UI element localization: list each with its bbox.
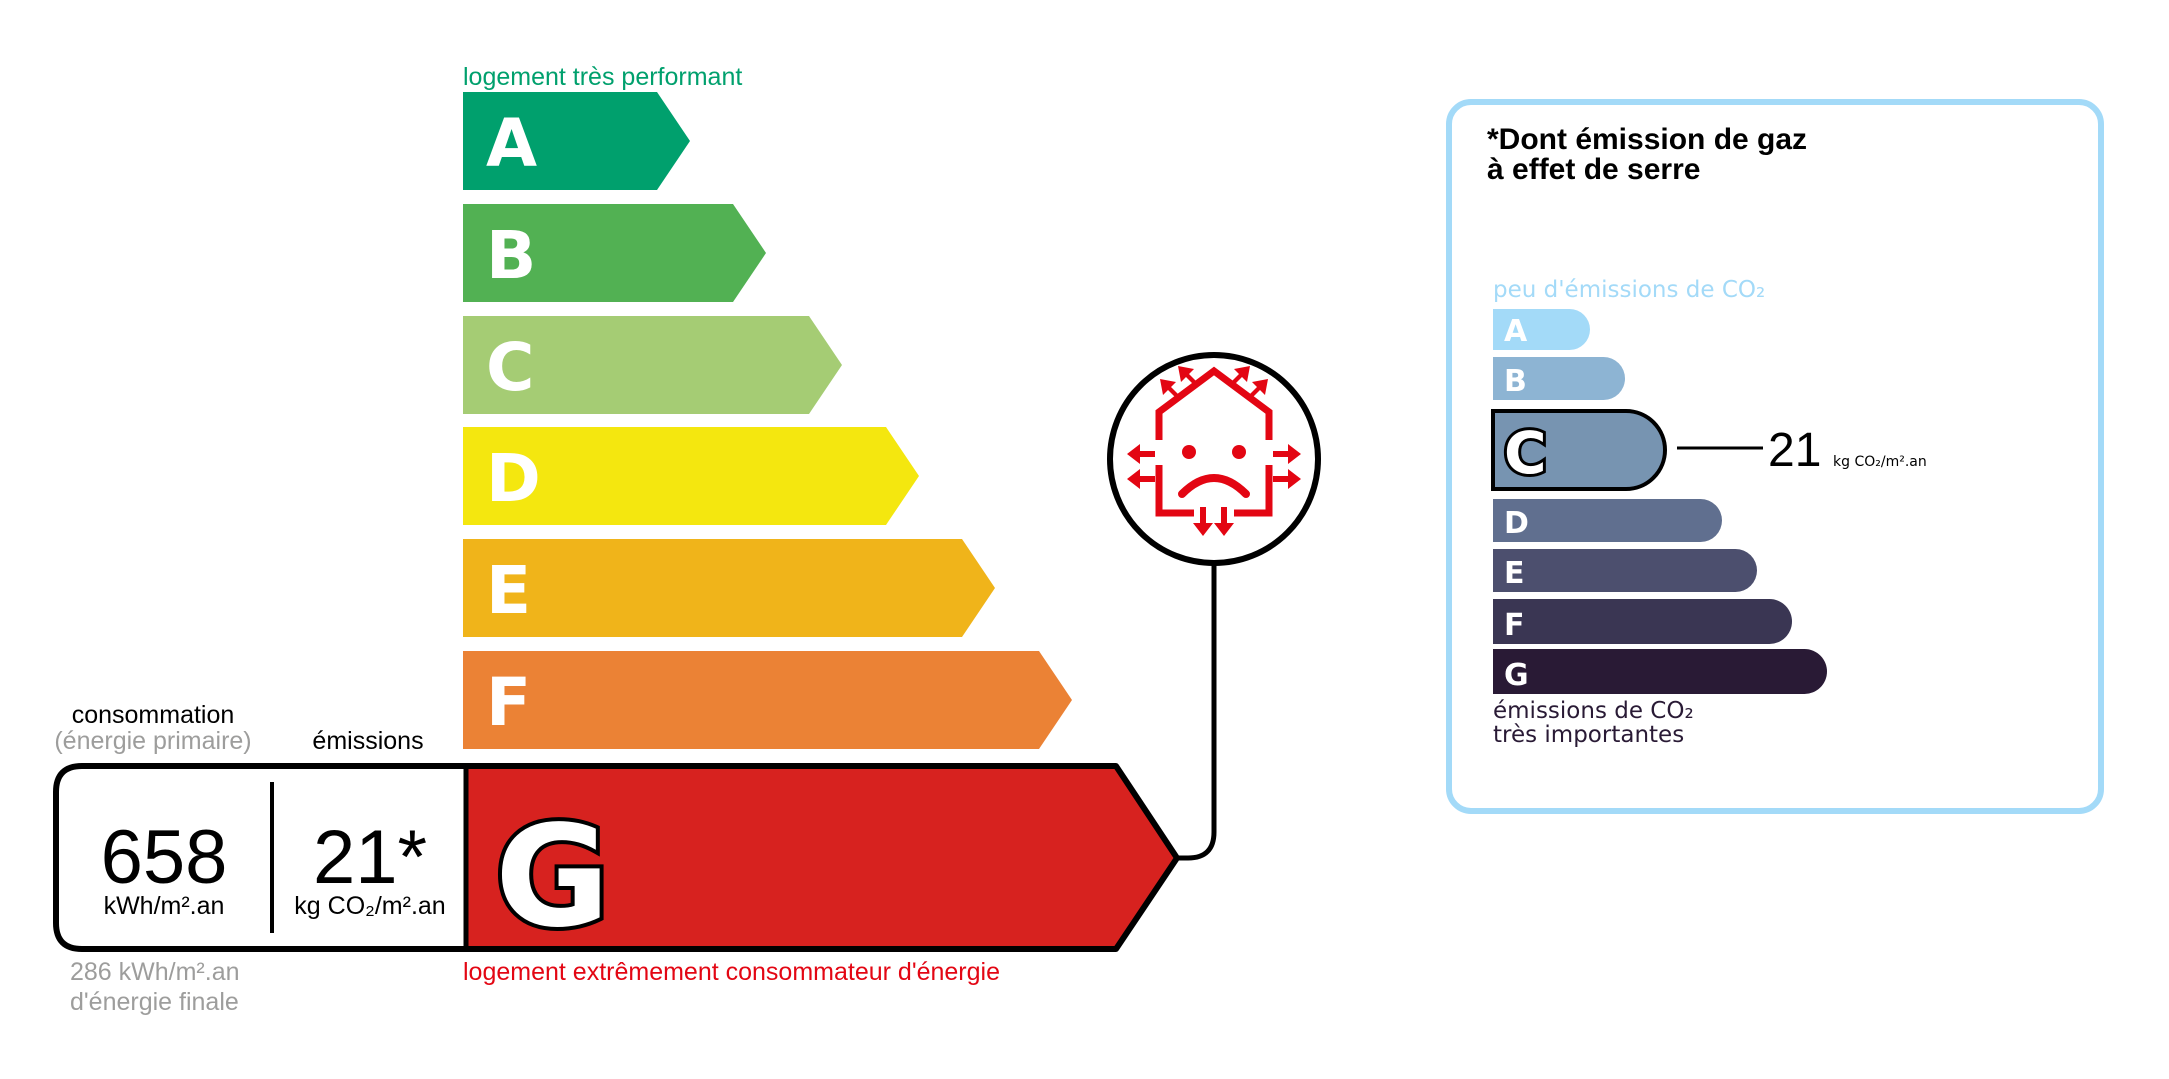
energy-current-letter: G xyxy=(495,796,610,959)
energy-class-a-bar xyxy=(463,92,690,190)
ges-class-letter: G xyxy=(1504,658,1529,693)
final-energy-label: d'énergie finale xyxy=(70,988,239,1016)
ges-bottom-label-line2: très importantes xyxy=(1493,722,1684,748)
emissions-value: 21* xyxy=(313,815,427,900)
energy-class-f-bar xyxy=(463,651,1072,749)
ges-class-letter: D xyxy=(1504,506,1529,541)
energy-class-c-bar xyxy=(463,316,842,414)
icon-connector xyxy=(1177,565,1217,861)
emissions-label: émissions xyxy=(312,727,423,755)
energy-bottom-label: logement extrêmement consommateur d'éner… xyxy=(463,958,1000,986)
ges-class-letter: F xyxy=(1504,608,1525,643)
energy-class-b-bar xyxy=(463,204,766,302)
ges-title-line2: à effet de serre xyxy=(1487,153,1700,186)
consumption-value: 658 xyxy=(101,815,228,900)
house-heat-loss-sad-icon xyxy=(1107,352,1321,566)
ges-class-letter: A xyxy=(1504,314,1528,349)
ges-class-c-bar xyxy=(1491,409,1667,491)
ges-class-a-bar xyxy=(1493,309,1590,350)
emissions-unit: kg CO₂/m².an xyxy=(294,892,445,920)
consumption-unit: kWh/m².an xyxy=(104,892,225,920)
ges-class-e-bar xyxy=(1493,549,1757,592)
energy-class-letter: E xyxy=(486,552,531,629)
ges-value: 21 xyxy=(1768,424,1821,477)
energy-class-letter: F xyxy=(486,664,531,741)
energy-class-g-bar xyxy=(466,766,1177,949)
energy-top-label: logement très performant xyxy=(463,63,742,91)
final-energy-value: 286 kWh/m².an xyxy=(70,958,240,986)
ges-class-letter: B xyxy=(1504,364,1527,399)
ges-class-letter: C xyxy=(1504,419,1547,487)
ges-class-f-bar xyxy=(1493,599,1793,644)
current-class-outline xyxy=(53,763,1180,952)
ges-class-b-bar xyxy=(1493,357,1625,400)
ges-class-d-bar xyxy=(1493,499,1722,542)
ges-unit: kg CO₂/m².an xyxy=(1833,454,1927,470)
ges-top-label: peu d'émissions de CO₂ xyxy=(1493,277,1765,303)
ges-bottom-label-line1: émissions de CO₂ xyxy=(1493,698,1694,724)
ges-title-line1: *Dont émission de gaz xyxy=(1487,123,1807,156)
energy-class-letter: A xyxy=(486,105,537,182)
energy-class-d-bar xyxy=(463,427,919,525)
ges-class-letter: E xyxy=(1504,556,1525,591)
energy-class-letter: C xyxy=(486,329,534,406)
energy-class-e-bar xyxy=(463,539,995,637)
ges-class-g-bar xyxy=(1493,649,1828,694)
consumption-label: consommation xyxy=(72,701,235,729)
energy-class-letter: D xyxy=(486,440,541,517)
energy-class-letter: B xyxy=(486,217,536,294)
consumption-sublabel: (énergie primaire) xyxy=(54,727,251,755)
